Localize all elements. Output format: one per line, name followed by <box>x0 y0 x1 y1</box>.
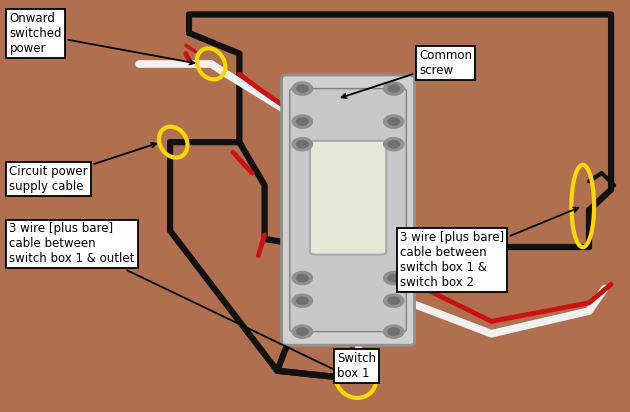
Text: Circuit power
supply cable: Circuit power supply cable <box>9 143 156 193</box>
Circle shape <box>384 82 404 95</box>
FancyBboxPatch shape <box>290 89 406 332</box>
Circle shape <box>297 274 308 282</box>
Circle shape <box>292 82 312 95</box>
Circle shape <box>292 115 312 128</box>
FancyBboxPatch shape <box>282 75 415 345</box>
Circle shape <box>388 85 399 92</box>
Circle shape <box>388 140 399 148</box>
Circle shape <box>388 297 399 304</box>
Circle shape <box>384 325 404 338</box>
Text: 3 wire [plus bare]
cable between
switch box 1 &
switch box 2: 3 wire [plus bare] cable between switch … <box>400 207 578 289</box>
FancyBboxPatch shape <box>310 141 386 255</box>
Circle shape <box>384 294 404 307</box>
Text: Onward
switched
power: Onward switched power <box>9 12 195 64</box>
Circle shape <box>292 138 312 151</box>
Circle shape <box>384 272 404 285</box>
Circle shape <box>297 85 308 92</box>
Circle shape <box>388 328 399 335</box>
Circle shape <box>292 294 312 307</box>
Circle shape <box>297 140 308 148</box>
Circle shape <box>297 297 308 304</box>
Circle shape <box>384 115 404 128</box>
Circle shape <box>388 118 399 125</box>
Text: Common
screw: Common screw <box>341 49 472 98</box>
Circle shape <box>297 328 308 335</box>
Text: Switch
box 1: Switch box 1 <box>337 352 376 380</box>
Text: 3 wire [plus bare]
cable between
switch box 1 & outlet: 3 wire [plus bare] cable between switch … <box>9 222 345 375</box>
Circle shape <box>384 138 404 151</box>
Circle shape <box>292 272 312 285</box>
Circle shape <box>292 325 312 338</box>
Circle shape <box>388 274 399 282</box>
Circle shape <box>297 118 308 125</box>
